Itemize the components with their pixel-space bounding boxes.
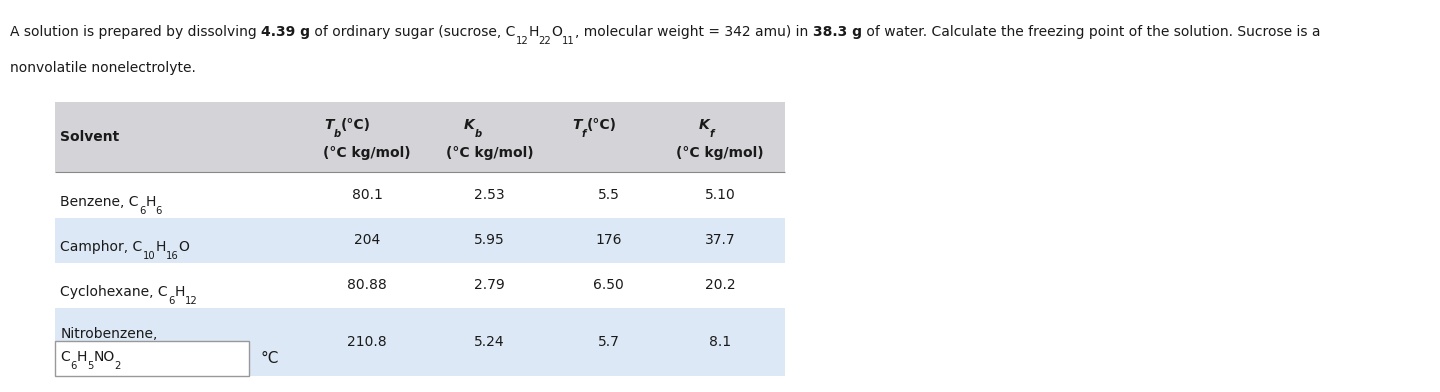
Text: H: H — [156, 240, 166, 254]
Bar — [55, 376, 785, 392]
Text: 5.7: 5.7 — [598, 335, 619, 349]
Text: 2.53: 2.53 — [474, 188, 505, 202]
Text: 6: 6 — [168, 296, 174, 306]
Text: of water. Calculate the freezing point of the solution. Sucrose is a: of water. Calculate the freezing point o… — [861, 25, 1320, 40]
Text: Cyclohexane, C: Cyclohexane, C — [60, 285, 168, 299]
Text: (°C): (°C) — [341, 118, 370, 132]
Text: 37.7: 37.7 — [704, 233, 736, 247]
Text: H: H — [174, 285, 184, 299]
Text: 5.24: 5.24 — [474, 335, 505, 349]
Text: 4.39 g: 4.39 g — [261, 25, 310, 40]
Text: T: T — [324, 118, 334, 132]
Text: f: f — [708, 129, 714, 139]
Text: T: T — [573, 118, 582, 132]
Text: Solvent: Solvent — [60, 130, 120, 144]
Text: 80.88: 80.88 — [347, 278, 387, 292]
Text: 176: 176 — [595, 233, 622, 247]
Bar — [55, 341, 249, 376]
Text: Benzene, C: Benzene, C — [60, 195, 140, 209]
Text: 20.2: 20.2 — [704, 278, 736, 292]
Text: 5.10: 5.10 — [704, 188, 736, 202]
Text: K: K — [698, 118, 708, 132]
Text: C: C — [60, 350, 71, 364]
Text: of ordinary sugar (sucrose, C: of ordinary sugar (sucrose, C — [310, 25, 516, 40]
Text: 11: 11 — [563, 36, 575, 47]
Text: (°C kg/mol): (°C kg/mol) — [446, 146, 533, 160]
Text: H: H — [145, 195, 156, 209]
Text: 5.5: 5.5 — [598, 188, 619, 202]
Text: H: H — [76, 350, 86, 364]
Text: nonvolatile nonelectrolyte.: nonvolatile nonelectrolyte. — [10, 61, 196, 75]
Text: (°C kg/mol): (°C kg/mol) — [324, 146, 410, 160]
Text: , molecular weight = 342 amu) in: , molecular weight = 342 amu) in — [575, 25, 812, 40]
Text: O: O — [552, 25, 563, 40]
Text: 80.1: 80.1 — [351, 188, 383, 202]
Text: 6: 6 — [71, 361, 76, 371]
Bar — [55, 102, 785, 172]
Text: b: b — [334, 129, 341, 139]
Text: 6: 6 — [140, 206, 145, 216]
Text: 204: 204 — [354, 233, 380, 247]
Bar — [55, 308, 785, 376]
Text: 210.8: 210.8 — [347, 335, 387, 349]
Text: A solution is prepared by dissolving: A solution is prepared by dissolving — [10, 25, 261, 40]
Text: 2: 2 — [115, 361, 121, 371]
Text: 12: 12 — [516, 36, 528, 47]
Text: Nitrobenzene,: Nitrobenzene, — [60, 327, 158, 341]
Text: NO: NO — [94, 350, 115, 364]
Text: O: O — [179, 240, 189, 254]
Text: °C: °C — [261, 351, 279, 366]
Text: 12: 12 — [184, 296, 197, 306]
Text: 16: 16 — [166, 251, 179, 261]
Text: 22: 22 — [539, 36, 552, 47]
Text: 6: 6 — [156, 206, 163, 216]
Bar — [55, 172, 785, 218]
Text: H: H — [528, 25, 539, 40]
Text: 5.95: 5.95 — [474, 233, 505, 247]
Text: f: f — [582, 129, 586, 139]
Text: Camphor, C: Camphor, C — [60, 240, 143, 254]
Text: 38.3 g: 38.3 g — [812, 25, 861, 40]
Text: K: K — [464, 118, 474, 132]
Text: 8.1: 8.1 — [708, 335, 732, 349]
Text: (°C): (°C) — [586, 118, 616, 132]
Text: 10: 10 — [143, 251, 156, 261]
Text: 2.79: 2.79 — [474, 278, 505, 292]
Text: (°C kg/mol): (°C kg/mol) — [677, 146, 763, 160]
Text: 5: 5 — [86, 361, 94, 371]
Text: b: b — [474, 129, 481, 139]
Bar — [55, 263, 785, 308]
Bar — [55, 218, 785, 263]
Text: 6.50: 6.50 — [593, 278, 624, 292]
